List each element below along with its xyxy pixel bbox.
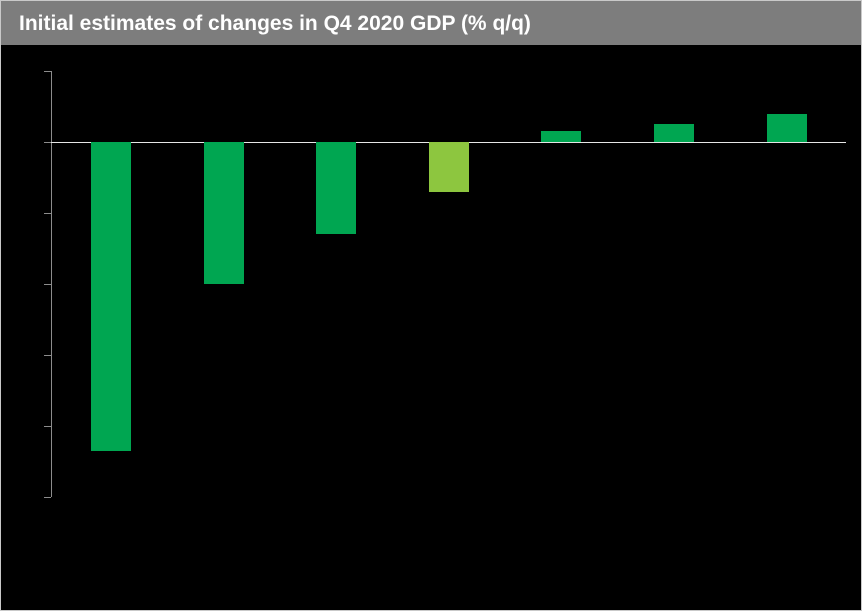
bar xyxy=(654,124,694,142)
bar xyxy=(203,142,244,284)
bar xyxy=(541,131,582,142)
y-axis-line xyxy=(51,71,52,497)
chart-title: Initial estimates of changes in Q4 2020 … xyxy=(19,11,531,35)
y-axis-tick xyxy=(44,355,51,356)
y-axis-tick xyxy=(44,426,51,427)
bar xyxy=(316,142,357,235)
bar xyxy=(91,142,131,451)
y-axis-tick xyxy=(44,213,51,214)
chart-title-bar: Initial estimates of changes in Q4 2020 … xyxy=(1,1,861,45)
y-axis-tick xyxy=(44,142,51,143)
y-axis-tick xyxy=(44,497,51,498)
bar xyxy=(766,113,807,142)
bar xyxy=(428,142,469,192)
y-axis-tick xyxy=(44,71,51,72)
y-axis-tick xyxy=(44,284,51,285)
